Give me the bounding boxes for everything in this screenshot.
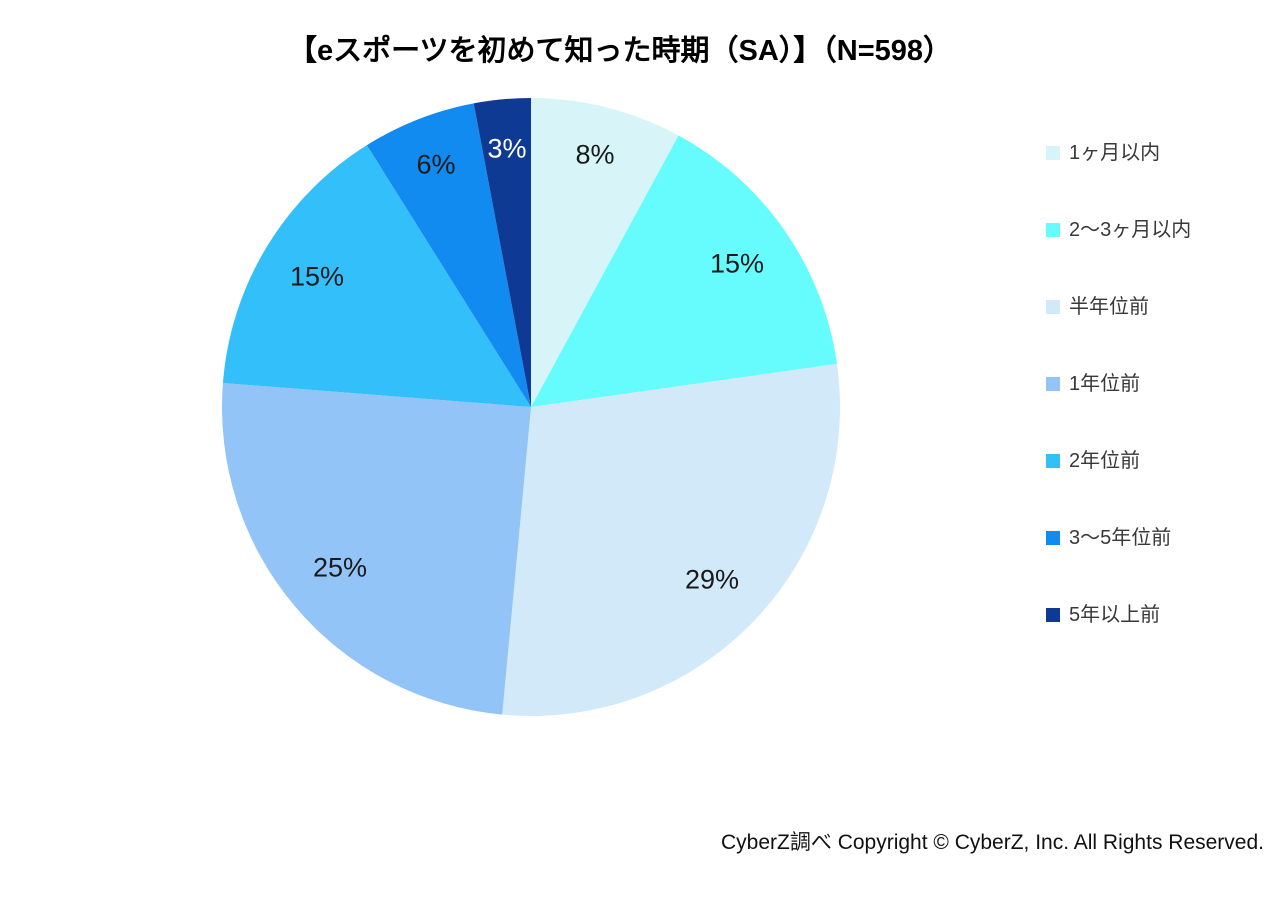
legend-swatch (1046, 223, 1060, 237)
pie-slice-3 (502, 363, 840, 716)
legend-label: 3～5年位前 (1069, 527, 1172, 549)
pie-slice-2 (531, 135, 837, 408)
pie-slice-7 (473, 98, 531, 407)
pie-slice-value-label: 6% (416, 149, 456, 180)
legend-label: 半年位前 (1069, 296, 1149, 318)
legend: 1ヶ月以内 2～3ヶ月以内 半年位前 1年位前 2年位前 3～5年位前 5年以上前 (1046, 142, 1191, 626)
legend-item-2: 2～3ヶ月以内 (1046, 219, 1191, 241)
pie-slice-value-label: 29% (684, 564, 740, 595)
pie-slice-value-label: 25% (312, 552, 368, 583)
legend-swatch (1046, 454, 1060, 468)
legend-swatch (1046, 377, 1060, 391)
legend-swatch (1046, 608, 1060, 622)
pie-svg (222, 98, 840, 716)
legend-label: 1年位前 (1069, 373, 1141, 395)
copyright-note: CyberZ調べ Copyright © CyberZ, Inc. All Ri… (721, 831, 1264, 854)
legend-label: 1ヶ月以内 (1069, 142, 1161, 164)
pie-slice-4 (222, 383, 531, 715)
pie-slice-value-label: 3% (487, 133, 527, 164)
legend-item-4: 1年位前 (1046, 373, 1191, 395)
legend-label: 2年位前 (1069, 450, 1141, 472)
legend-item-6: 3～5年位前 (1046, 527, 1191, 549)
pie-slice-value-label: 8% (575, 139, 615, 170)
legend-swatch (1046, 300, 1060, 314)
pie-slice-value-label: 15% (289, 261, 345, 292)
pie-slice-5 (222, 145, 531, 407)
legend-item-1: 1ヶ月以内 (1046, 142, 1191, 164)
legend-item-3: 半年位前 (1046, 296, 1191, 318)
legend-item-5: 2年位前 (1046, 450, 1191, 472)
pie-slice-1 (531, 98, 679, 407)
legend-item-7: 5年以上前 (1046, 604, 1191, 626)
legend-label: 2～3ヶ月以内 (1069, 219, 1192, 241)
legend-swatch (1046, 146, 1060, 160)
pie-slice-6 (366, 103, 531, 408)
pie-chart: 8% 15% 29% 25% 15% 6% 3% (222, 98, 840, 716)
chart-title: 【eスポーツを初めて知った時期（SA）】（N=598） (287, 35, 953, 67)
pie-slice-value-label: 15% (709, 248, 765, 279)
legend-swatch (1046, 531, 1060, 545)
legend-label: 5年以上前 (1069, 604, 1161, 626)
